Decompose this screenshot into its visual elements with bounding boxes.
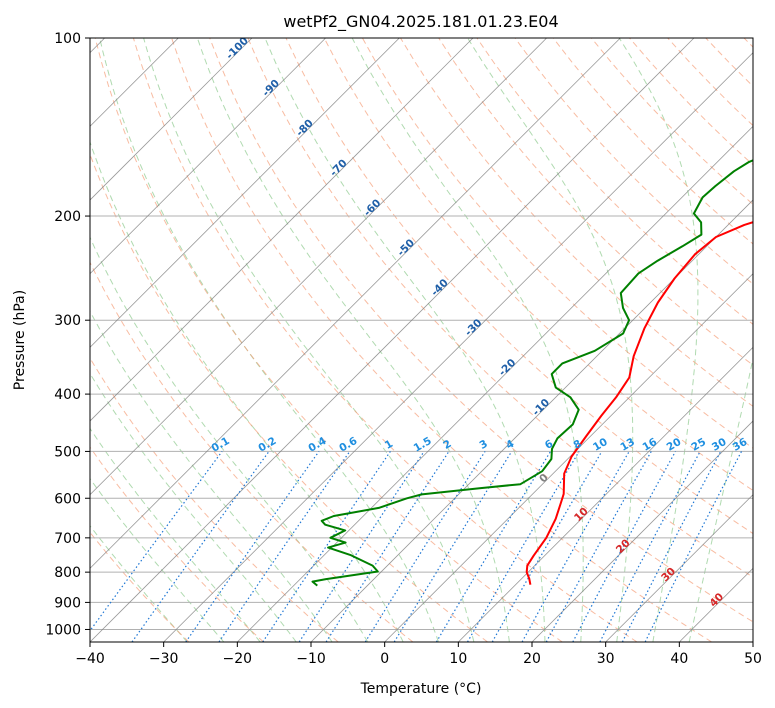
dry-adiabat (285, 38, 753, 535)
moist-adiabat (99, 38, 439, 642)
y-axis-title: Pressure (hPa) (12, 290, 28, 390)
mixing-ratio-line (90, 451, 223, 632)
x-tick-label: −20 (223, 651, 253, 667)
dry-adiabat (90, 446, 264, 642)
mixing-ratio-line (572, 451, 677, 642)
isotherm-line (237, 125, 753, 642)
mixing-ratio-line (325, 451, 450, 642)
x-tick-label: −30 (149, 651, 179, 667)
x-tick-label: −40 (75, 651, 105, 667)
isotherm-line (90, 38, 326, 275)
dewpoint-line (311, 159, 753, 587)
x-tick-label: 30 (597, 651, 615, 667)
moist-adiabat (351, 38, 584, 642)
isotherm-line (90, 38, 547, 496)
y-tick-label: 700 (54, 531, 81, 547)
dry-adiabat (132, 38, 638, 642)
y-axis: 100 200 300 400 500 600 700 800 900 1000 (45, 31, 90, 638)
mixing-ratio-line (262, 451, 391, 642)
isotherm-line (90, 38, 253, 201)
dry-adiabat (514, 38, 753, 285)
y-tick-label: 1000 (45, 622, 81, 638)
x-tick-label: 40 (670, 651, 688, 667)
temperature-line (525, 221, 753, 585)
plot-area (90, 38, 753, 642)
chart-title: wetPf2_GN04.2025.181.01.23.E04 (283, 12, 558, 32)
isotherm-line (458, 346, 753, 642)
y-tick-label: 100 (54, 31, 81, 47)
moist-adiabat (196, 38, 510, 642)
x-tick-label: 0 (380, 651, 389, 667)
dry-adiabat (90, 357, 339, 642)
moist-adiabat (264, 38, 546, 642)
y-tick-label: 600 (54, 491, 81, 507)
moist-adiabat (90, 310, 333, 642)
plot-frame (89, 37, 754, 643)
x-tick-label: −10 (296, 651, 326, 667)
mixing-ratio-line (621, 451, 722, 642)
isotherm-line (90, 38, 621, 569)
moist-adiabat (618, 38, 699, 642)
moist-adiabat (688, 356, 753, 642)
y-tick-label: 500 (54, 444, 81, 460)
x-tick-label: 10 (449, 651, 467, 667)
isotherm-line (90, 38, 474, 422)
mixing-ratio-line (521, 451, 630, 642)
mixing-ratio-line (545, 451, 652, 642)
isotherm-line (90, 38, 695, 642)
moist-adiabat (90, 372, 297, 642)
sounding-series (311, 159, 753, 587)
dry-adiabat (94, 38, 563, 642)
moist-adiabat (90, 236, 369, 642)
isotherm-line (163, 52, 753, 642)
y-tick-label: 800 (54, 565, 81, 581)
dry-adiabat (323, 38, 753, 492)
y-tick-label: 900 (54, 595, 81, 611)
dry-adiabat (247, 38, 753, 578)
x-axis-title: Temperature (°C) (360, 681, 482, 697)
isotherm-line (531, 420, 753, 642)
isotherms (90, 38, 753, 642)
dry-adiabat (209, 38, 753, 623)
isotherm-line (90, 38, 400, 348)
dry-adiabat (90, 261, 414, 642)
mixing-ratio-line (185, 451, 320, 642)
moist-adiabat (90, 427, 261, 642)
isotherm-line (384, 273, 753, 642)
mixing-ratio-line (393, 451, 513, 642)
moist-adiabat (143, 38, 475, 642)
x-axis: −40 −30 −20 −10 0 10 20 30 40 50 (75, 642, 762, 667)
mixing-ratio-line (131, 451, 270, 642)
moist-adiabat (90, 140, 404, 642)
dry-adiabats (90, 38, 753, 642)
isotherm-line (605, 494, 753, 642)
mixing-ratio-line (298, 451, 425, 642)
mixing-ratio-line (644, 451, 743, 642)
y-tick-label: 200 (54, 209, 81, 225)
y-tick-label: 300 (54, 313, 81, 329)
x-tick-label: 20 (523, 651, 541, 667)
mixing-ratio-line (218, 451, 351, 642)
mixing-ratio-lines (90, 451, 743, 642)
x-tick-label: 50 (744, 651, 762, 667)
y-tick-label: 400 (54, 387, 81, 403)
